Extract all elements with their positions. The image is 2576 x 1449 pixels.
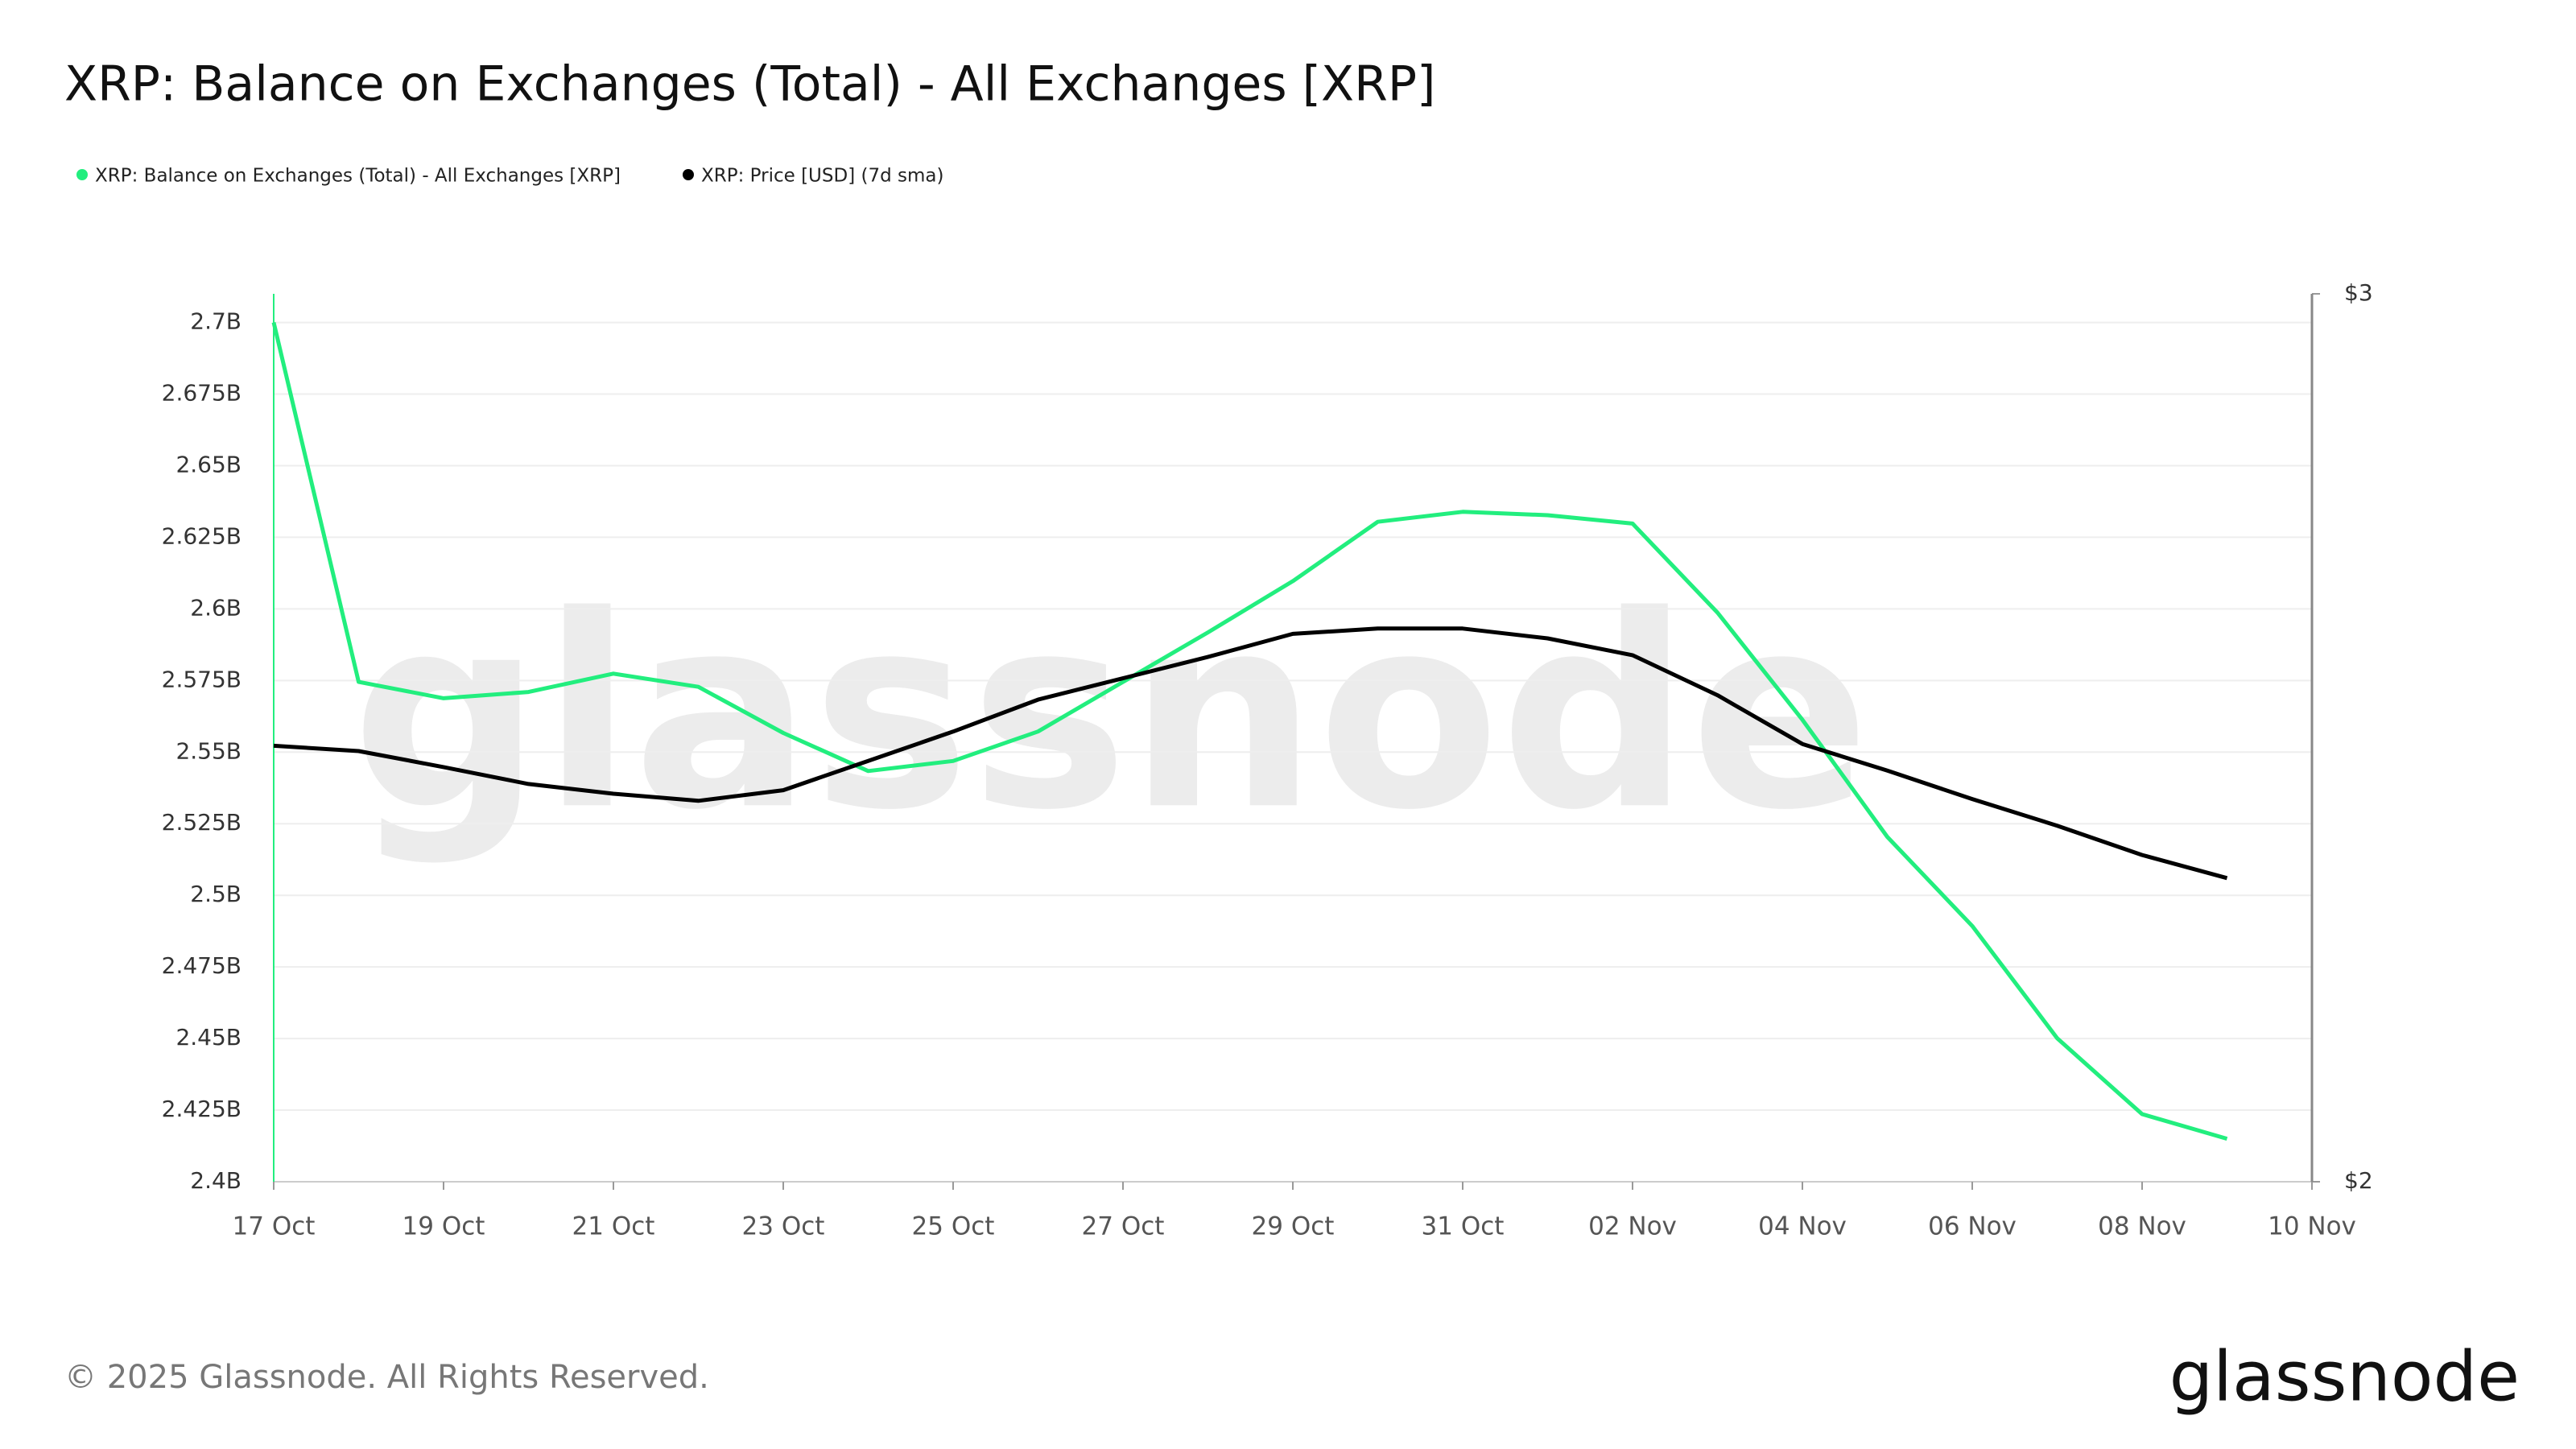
x-tick-label: 04 Nov xyxy=(1758,1212,1847,1241)
x-tick-label: 29 Oct xyxy=(1252,1212,1335,1241)
chart-title: XRP: Balance on Exchanges (Total) - All … xyxy=(64,56,1435,113)
watermark: glassnode xyxy=(352,559,1871,868)
legend-label: XRP: Price [USD] (7d sma) xyxy=(701,166,943,187)
x-tick-label: 27 Oct xyxy=(1082,1212,1165,1241)
y-tick-label: 2.675B xyxy=(162,380,242,407)
legend-marker xyxy=(682,169,694,180)
x-tick-label: 21 Oct xyxy=(572,1212,655,1241)
x-tick-label: 02 Nov xyxy=(1588,1212,1677,1241)
x-tick-label: 23 Oct xyxy=(742,1212,825,1241)
x-tick-label: 25 Oct xyxy=(912,1212,995,1241)
y-tick-label: 2.4B xyxy=(190,1167,242,1194)
legend-marker xyxy=(76,169,88,180)
y-tick-label: 2.5B xyxy=(190,881,242,907)
series-line xyxy=(271,322,2228,1141)
legend-label: XRP: Balance on Exchanges (Total) - All … xyxy=(95,166,621,187)
y2-tick-label: $2 xyxy=(2344,1167,2373,1194)
logo: glassnode xyxy=(2169,1336,2520,1417)
y-tick-label: 2.55B xyxy=(175,737,242,764)
y-tick-label: 2.625B xyxy=(162,522,242,549)
y-tick-label: 2.7B xyxy=(190,308,242,335)
series-line xyxy=(273,626,2228,881)
y-tick-label: 2.6B xyxy=(190,594,242,621)
x-tick-label: 31 Oct xyxy=(1422,1212,1505,1241)
x-tick-label: 08 Nov xyxy=(2098,1212,2186,1241)
x-tick-label: 17 Oct xyxy=(233,1212,316,1241)
y-tick-label: 2.65B xyxy=(175,451,242,477)
y-tick-label: 2.425B xyxy=(162,1096,242,1122)
footer: © 2025 Glassnode. All Rights Reserved. xyxy=(64,1359,709,1396)
y2-tick-label: $3 xyxy=(2344,279,2373,306)
x-tick-label: 19 Oct xyxy=(402,1212,485,1241)
x-tick-label: 10 Nov xyxy=(2268,1212,2356,1241)
y-tick-label: 2.475B xyxy=(162,952,242,979)
x-tick-label: 06 Nov xyxy=(1928,1212,2017,1241)
y-tick-label: 2.45B xyxy=(175,1024,242,1051)
y-tick-label: 2.525B xyxy=(162,809,242,836)
y-tick-label: 2.575B xyxy=(162,666,242,692)
